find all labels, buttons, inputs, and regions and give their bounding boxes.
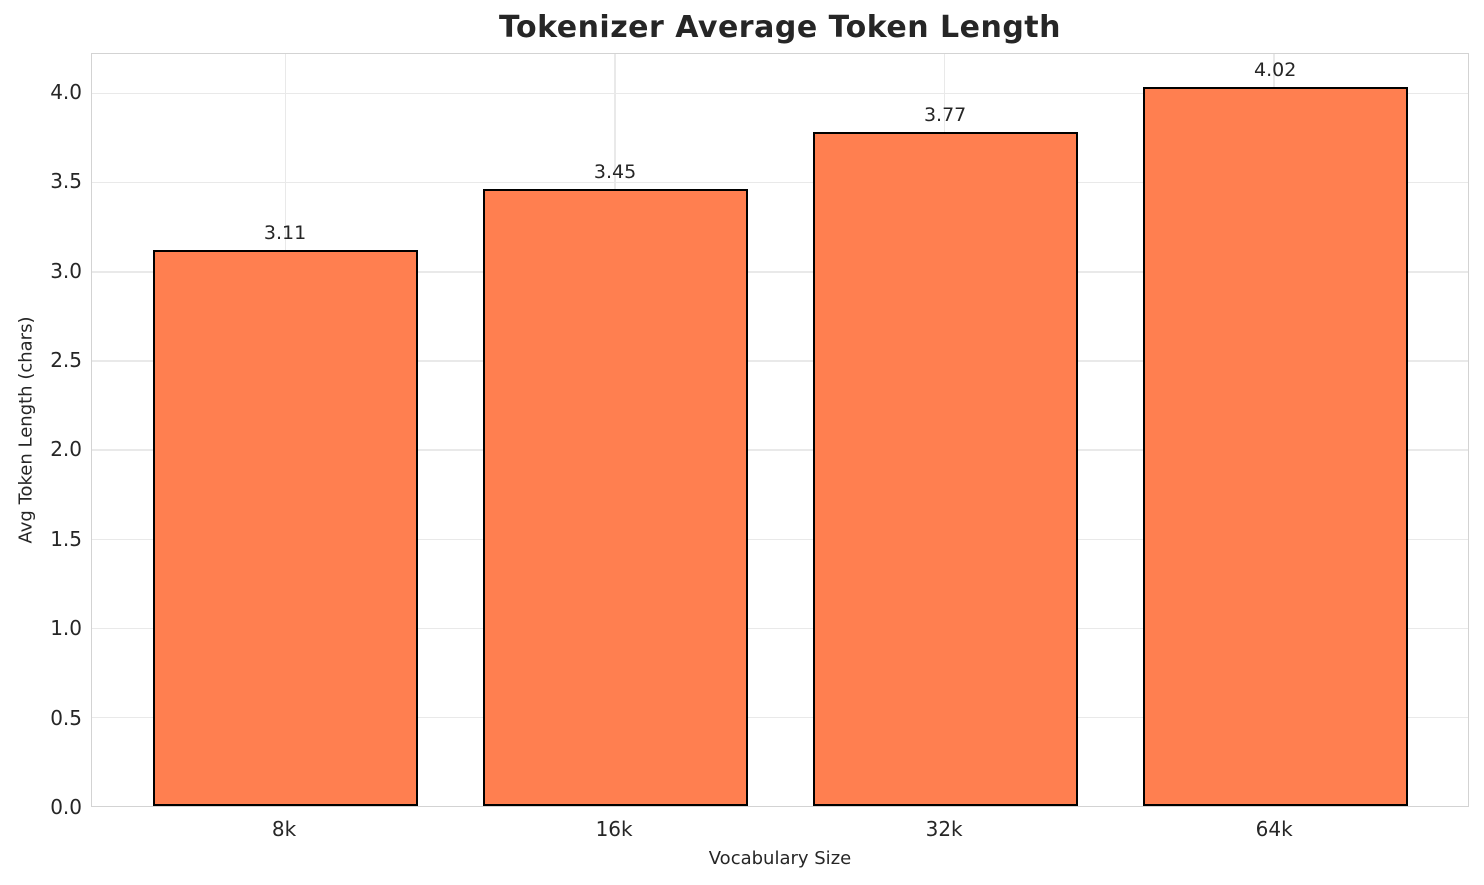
bar bbox=[482, 189, 748, 806]
y-tick-label: 1.0 bbox=[50, 616, 82, 641]
y-tick-label: 1.5 bbox=[50, 526, 82, 551]
h-gridline bbox=[92, 360, 1468, 362]
bar bbox=[152, 249, 418, 806]
bar-value-label: 4.02 bbox=[1253, 59, 1297, 82]
y-tick-label: 2.0 bbox=[50, 437, 82, 462]
y-tick-label: 0.0 bbox=[50, 795, 82, 819]
h-gridline bbox=[92, 627, 1468, 630]
x-tick-label: 64k bbox=[1255, 817, 1293, 841]
x-tick-label: 8k bbox=[271, 817, 297, 841]
h-gridline bbox=[92, 716, 1468, 719]
h-gridline bbox=[92, 449, 1468, 451]
bar bbox=[1142, 87, 1408, 806]
y-tick-label: 2.5 bbox=[50, 347, 82, 372]
h-gridline bbox=[92, 271, 1468, 273]
y-tick-label: 3.5 bbox=[50, 169, 82, 194]
y-tick-label: 4.0 bbox=[50, 79, 82, 104]
x-axis-label: Vocabulary Size bbox=[708, 848, 852, 869]
h-gridline bbox=[92, 92, 1468, 95]
chart-title: Tokenizer Average Token Length bbox=[498, 10, 1061, 45]
x-tick-label: 32k bbox=[925, 817, 963, 841]
bar-value-label: 3.11 bbox=[263, 221, 307, 244]
bar-value-label: 3.77 bbox=[923, 103, 967, 126]
x-tick-label: 16k bbox=[595, 817, 633, 841]
h-gridline bbox=[92, 181, 1468, 184]
h-gridline bbox=[92, 538, 1468, 540]
y-axis-label: Avg Token Length (chars) bbox=[15, 316, 37, 544]
bar-value-label: 3.45 bbox=[593, 161, 637, 184]
plot-area: 3.11 3.45 3.77 4.02 bbox=[91, 53, 1469, 807]
bar bbox=[812, 131, 1078, 806]
y-tick-label: 3.0 bbox=[50, 258, 82, 283]
y-tick-label: 0.5 bbox=[50, 705, 82, 730]
